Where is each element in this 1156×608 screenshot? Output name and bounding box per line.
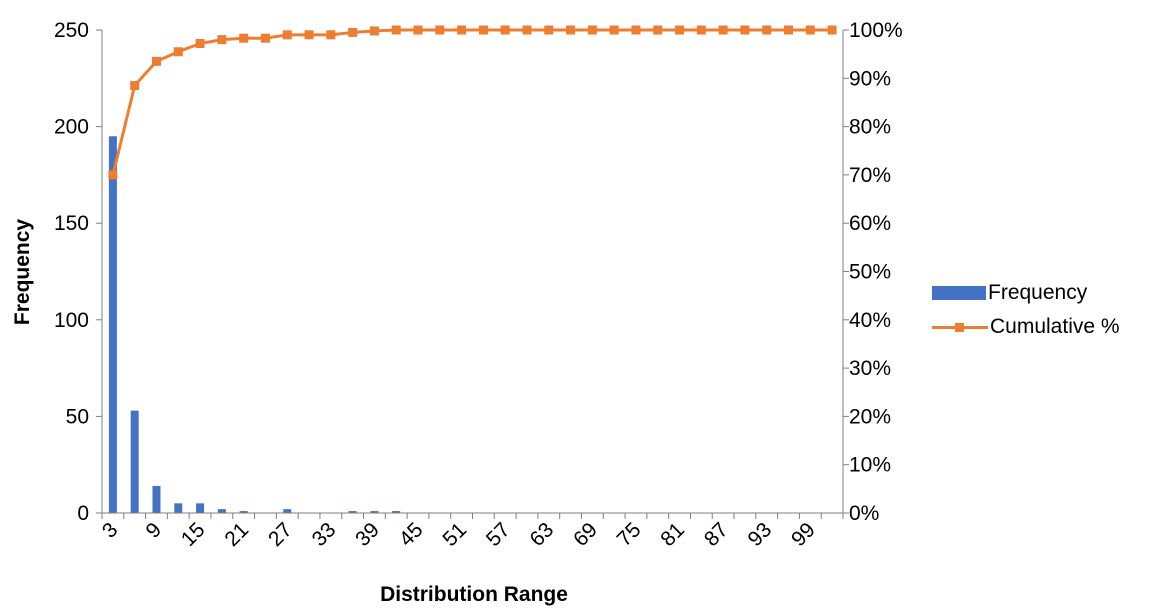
cumulative-point-60: [522, 25, 532, 35]
bar-27: [283, 509, 292, 513]
x-tick-label: 69: [569, 518, 602, 551]
x-tick-label: 9: [141, 518, 166, 543]
cumulative-point-33: [326, 30, 336, 40]
right-tick-label: 0%: [849, 502, 879, 525]
cumulative-point-27: [282, 30, 292, 40]
x-tick-label: 27: [264, 518, 297, 551]
x-tick-label: 33: [308, 518, 341, 551]
cumulative-point-54: [478, 25, 488, 35]
cumulative-point-51: [457, 25, 467, 35]
cumulative-point-63: [544, 25, 554, 35]
cumulative-point-102: [827, 25, 837, 35]
x-tick-label: 99: [787, 518, 820, 551]
legend-label-frequency: Frequency: [988, 281, 1088, 304]
cumulative-line: [108, 25, 837, 180]
left-tick-label: 50: [66, 405, 89, 428]
cumulative-point-96: [784, 25, 794, 35]
cumulative-point-45: [413, 25, 423, 35]
chart-legend: Frequency Cumulative %: [932, 276, 1120, 344]
x-axis-label: Distribution Range: [380, 583, 568, 606]
x-tick-label: 51: [438, 518, 471, 551]
bar-18: [217, 509, 226, 513]
cumulative-point-24: [260, 33, 270, 43]
cumulative-line-path: [111, 28, 833, 176]
x-tick-label: 45: [395, 518, 428, 551]
bar-36: [348, 511, 357, 513]
x-tick-label: 63: [526, 518, 559, 551]
cumulative-point-3: [108, 170, 118, 180]
right-tick-label: 80%: [849, 116, 891, 139]
x-tick-label: 15: [177, 518, 210, 551]
cumulative-point-42: [391, 25, 401, 35]
x-tick-label: 75: [613, 518, 646, 551]
cumulative-point-66: [566, 25, 576, 35]
cumulative-point-9: [151, 56, 161, 66]
cumulative-point-36: [348, 27, 358, 37]
cumulative-point-99: [805, 25, 815, 35]
cumulative-point-30: [304, 30, 314, 40]
right-tick-label: 100%: [849, 19, 903, 42]
left-tick-label: 0: [77, 502, 89, 525]
cumulative-point-90: [740, 25, 750, 35]
left-tick-label: 150: [54, 212, 89, 235]
legend-swatch-cumulative: [932, 320, 988, 334]
left-tick-label: 200: [54, 116, 89, 139]
bar-6: [130, 410, 139, 513]
cumulative-point-57: [500, 25, 510, 35]
legend-swatch-frequency: [932, 286, 986, 300]
cumulative-point-12: [173, 47, 183, 57]
x-tick-label: 39: [351, 518, 384, 551]
legend-label-cumulative: Cumulative %: [990, 315, 1120, 338]
bar-21: [239, 511, 248, 513]
right-axis-ticks: 0% 10% 20% 30% 40% 50% 60% 70% 80% 90% 100%: [843, 19, 903, 525]
y-axis-label: Frequency: [11, 219, 34, 326]
right-tick-label: 50%: [849, 261, 891, 284]
cumulative-point-81: [675, 25, 685, 35]
x-axis-ticks: 3 9 15 21 27 33 39 45 51 57 63 69 75 81 87 93 99: [98, 518, 820, 551]
cumulative-point-6: [130, 81, 140, 91]
cumulative-point-84: [696, 25, 706, 35]
right-tick-label: 20%: [849, 405, 891, 428]
cumulative-point-15: [195, 39, 205, 49]
cumulative-point-72: [609, 25, 619, 35]
bar-9: [152, 485, 161, 513]
left-tick-label: 250: [54, 19, 89, 42]
bar-15: [196, 503, 205, 513]
bar-42: [392, 511, 401, 513]
legend-item-frequency: Frequency: [932, 276, 1120, 310]
x-tick-label: 3: [98, 518, 123, 543]
x-tick-label: 81: [656, 518, 689, 551]
cumulative-point-75: [631, 25, 641, 35]
x-tick-label: 21: [220, 518, 253, 551]
right-tick-label: 60%: [849, 212, 891, 235]
cumulative-point-18: [217, 35, 227, 45]
cumulative-point-39: [369, 26, 379, 36]
right-tick-label: 30%: [849, 357, 891, 380]
frequency-bars: [108, 136, 401, 513]
cumulative-point-93: [762, 25, 772, 35]
left-axis-ticks: 0 50 100 150 200 250: [54, 19, 102, 525]
x-tick-label: 93: [743, 518, 776, 551]
cumulative-point-48: [435, 25, 445, 35]
right-tick-label: 70%: [849, 164, 891, 187]
right-tick-label: 10%: [849, 454, 891, 477]
x-tick-label: 57: [482, 518, 515, 551]
chart-axes: [101, 30, 844, 519]
legend-item-cumulative: Cumulative %: [932, 310, 1120, 344]
bar-3: [108, 136, 117, 513]
right-tick-label: 40%: [849, 309, 891, 332]
cumulative-point-21: [239, 33, 249, 43]
right-tick-label: 90%: [849, 67, 891, 90]
cumulative-point-69: [587, 25, 597, 35]
left-tick-label: 100: [54, 309, 89, 332]
bar-12: [174, 503, 183, 513]
x-tick-label: 87: [700, 518, 733, 551]
cumulative-point-78: [653, 25, 663, 35]
bar-39: [370, 511, 379, 513]
cumulative-point-87: [718, 25, 728, 35]
